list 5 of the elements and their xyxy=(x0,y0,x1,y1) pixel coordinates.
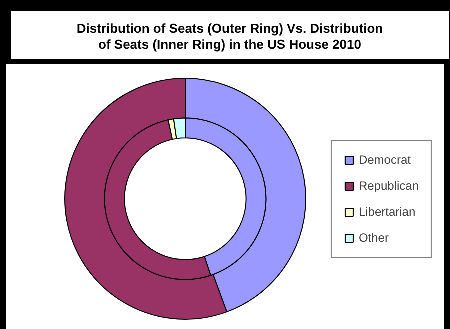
chart-title: Distribution of Seats (Outer Ring) Vs. Distribution of Seats (Inner Ring) in the US House 2010 xyxy=(76,21,384,53)
legend-label: Libertarian xyxy=(358,204,416,218)
legend-label: Other xyxy=(358,230,389,244)
legend-label: Democrat xyxy=(358,152,411,166)
legend-label: Republican xyxy=(358,178,419,192)
